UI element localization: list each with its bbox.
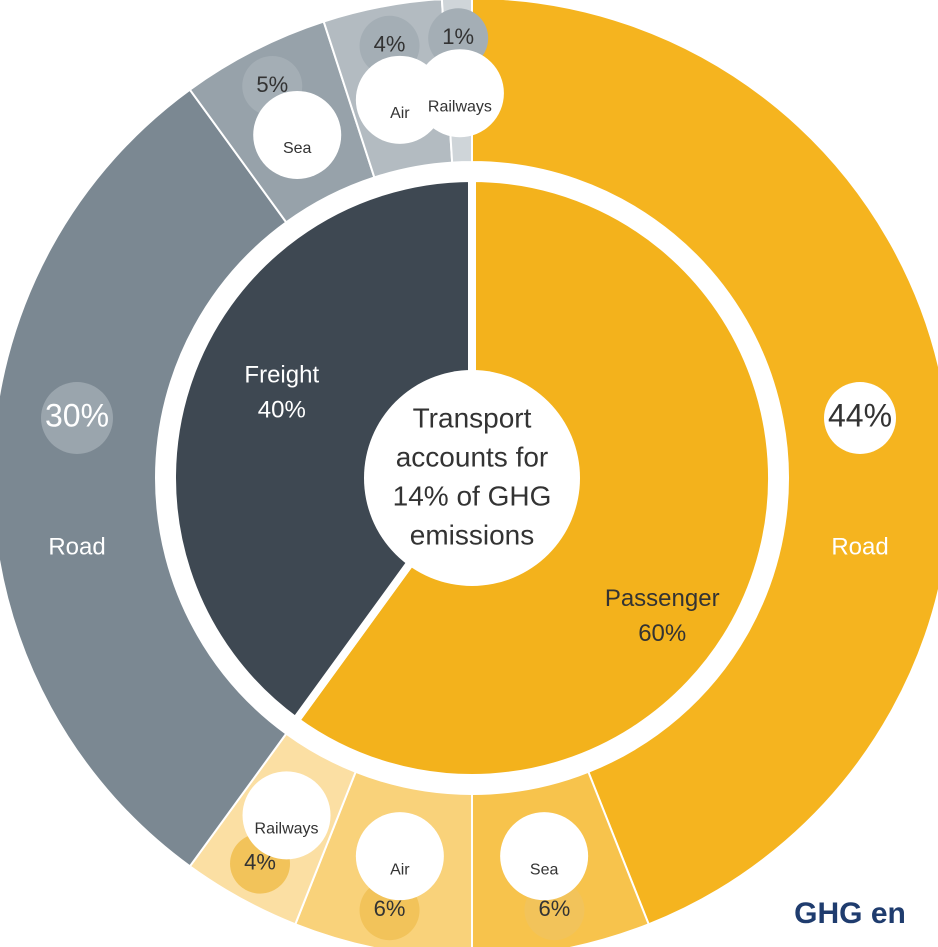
segment-name: Railways	[428, 98, 492, 115]
segment-percent: 30%	[45, 397, 109, 433]
footer: GHG en	[794, 897, 906, 930]
segment-name: Air	[390, 861, 410, 878]
label-badge	[243, 771, 331, 859]
label-badge	[416, 49, 504, 137]
segment-name: Railways	[255, 821, 319, 838]
segment-percent: 4%	[374, 32, 406, 57]
inner-name: Freight	[244, 362, 319, 389]
segment-name: Road	[48, 533, 105, 560]
segment-name: Sea	[283, 140, 312, 157]
center-text: 14% of GHG	[393, 480, 552, 511]
label-badge	[253, 91, 341, 179]
inner-percent: 40%	[258, 397, 306, 424]
chart: 44%Road6%Sea6%Air4%Railways30%Road5%Sea4…	[0, 0, 938, 947]
label-badge	[500, 812, 588, 900]
inner-name: Passenger	[605, 585, 720, 612]
segment-name: Road	[831, 533, 888, 560]
segment-percent: 5%	[256, 72, 288, 97]
segment-percent: 44%	[828, 397, 892, 433]
center-text: Transport	[413, 402, 532, 433]
segment-name: Sea	[530, 861, 559, 878]
center-text: accounts for	[396, 441, 549, 472]
label-badge	[356, 812, 444, 900]
segment-name: Air	[390, 105, 410, 122]
segment-percent: 1%	[442, 24, 474, 49]
inner-percent: 60%	[638, 620, 686, 647]
center-text: emissions	[410, 519, 534, 550]
